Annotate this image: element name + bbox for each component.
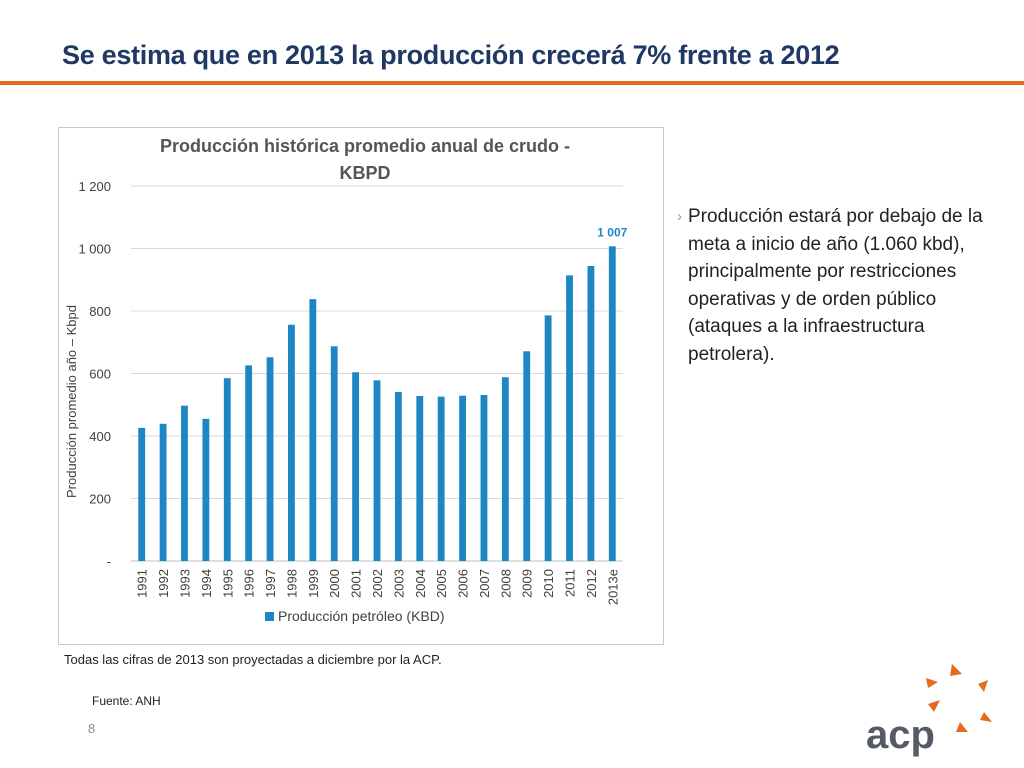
x-tick-label: 1998 xyxy=(284,569,299,598)
slide-title: Se estima que en 2013 la producción crec… xyxy=(62,40,840,70)
data-label: 1 007 xyxy=(597,225,627,239)
bar xyxy=(159,423,167,561)
bar xyxy=(587,266,595,561)
y-tick-label: 800 xyxy=(89,304,111,319)
x-tick-label: 2007 xyxy=(477,569,492,598)
x-tick-label: 1994 xyxy=(199,569,214,598)
x-tick-label: 2011 xyxy=(563,569,578,597)
bullet-text: Producción estará por debajo de la meta … xyxy=(688,206,983,365)
source-note: Fuente: ANH xyxy=(92,694,161,708)
bar xyxy=(480,395,488,561)
x-tick-label: 1997 xyxy=(263,569,278,598)
bar xyxy=(523,351,531,561)
bar xyxy=(608,246,616,561)
bar xyxy=(566,275,573,561)
bar xyxy=(330,346,338,561)
orange-star-burst-icon xyxy=(926,664,992,732)
x-tick-label: 2012 xyxy=(584,569,599,598)
bar xyxy=(437,396,445,561)
bullet-point: › Producción estará por debajo de la met… xyxy=(677,203,988,368)
bar xyxy=(138,427,146,561)
y-axis-label: Producción promedio año – Kbpd xyxy=(64,305,79,498)
bar xyxy=(352,372,360,561)
bar xyxy=(223,378,231,561)
legend-swatch xyxy=(265,612,274,621)
x-tick-label: 2005 xyxy=(434,569,449,598)
title-underline xyxy=(0,81,1024,85)
bar xyxy=(416,396,424,561)
y-tick-label: 200 xyxy=(89,492,111,507)
x-tick-label: 2006 xyxy=(456,569,471,598)
y-tick-label: - xyxy=(107,554,111,569)
bar xyxy=(202,418,210,561)
logo-text: acp xyxy=(866,713,935,757)
legend-label: Producción petróleo (KBD) xyxy=(278,608,445,624)
x-tick-label: 2002 xyxy=(370,569,385,598)
x-tick-label: 2010 xyxy=(541,569,556,598)
y-tick-label: 600 xyxy=(89,367,111,382)
y-tick-label: 1 000 xyxy=(78,242,111,257)
bar xyxy=(544,315,552,561)
x-tick-label: 1996 xyxy=(242,569,257,598)
chart-title-line: Producción histórica promedio anual de c… xyxy=(160,136,570,156)
footnote: Todas las cifras de 2013 son proyectadas… xyxy=(64,652,442,667)
x-tick-label: 2003 xyxy=(391,569,406,598)
bar xyxy=(373,380,381,561)
x-tick-label: 2009 xyxy=(520,569,535,598)
x-tick-label: 2008 xyxy=(498,569,513,598)
chart-title-line: KBPD xyxy=(339,163,390,183)
bar xyxy=(459,395,466,561)
y-tick-label: 1 200 xyxy=(78,179,111,194)
bar xyxy=(394,391,402,561)
x-tick-label: 2013e xyxy=(605,569,620,605)
bullet-marker-icon: › xyxy=(677,208,682,225)
x-tick-label: 1999 xyxy=(306,569,321,598)
x-tick-label: 1993 xyxy=(177,569,192,598)
bar xyxy=(245,365,253,561)
bar xyxy=(266,357,274,561)
acp-logo: acp xyxy=(866,664,992,757)
y-tick-label: 400 xyxy=(89,429,111,444)
x-tick-label: 2004 xyxy=(413,569,428,598)
x-tick-label: 1991 xyxy=(135,569,150,598)
x-tick-label: 2001 xyxy=(349,569,364,598)
bar xyxy=(181,405,188,561)
x-tick-label: 1995 xyxy=(220,569,235,598)
bar xyxy=(501,377,509,561)
bar xyxy=(309,299,317,561)
chart-container: Producción histórica promedio anual de c… xyxy=(58,127,664,645)
x-tick-label: 1992 xyxy=(156,569,171,598)
x-tick-label: 2000 xyxy=(327,569,342,598)
bar xyxy=(288,324,295,561)
page-number: 8 xyxy=(88,721,96,736)
bar-chart: Producción histórica promedio anual de c… xyxy=(64,136,628,624)
